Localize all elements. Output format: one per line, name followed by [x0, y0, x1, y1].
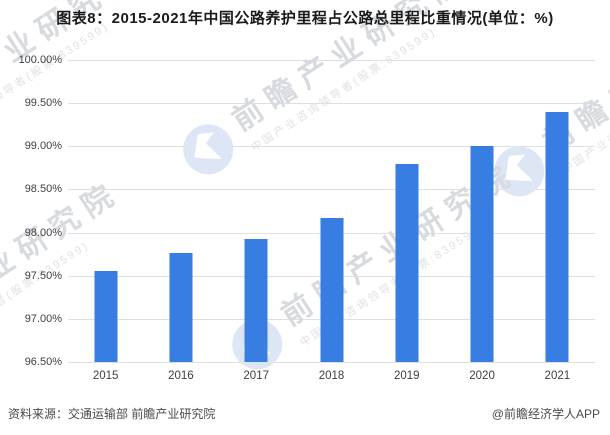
- bar-2021: [545, 111, 569, 362]
- chart-title: 图表8：2015-2021年中国公路养护里程占公路总里程比重情况(单位：%): [56, 10, 554, 27]
- y-tick-label: 99.00%: [24, 140, 62, 153]
- x-tick-label: 2019: [393, 370, 420, 382]
- bar-2015: [94, 270, 118, 362]
- x-tick-label: 2016: [168, 370, 194, 382]
- y-tick-label: 98.00%: [24, 226, 62, 239]
- x-tick-label: 2021: [544, 370, 571, 382]
- footer: 资料来源：交通运输部 前瞻产业研究院 @前瞻经济学人APP: [8, 405, 600, 422]
- bar-2017: [244, 238, 268, 362]
- x-tick-label: 2017: [243, 370, 269, 382]
- y-tick-label: 98.50%: [24, 183, 62, 196]
- gridline: [68, 146, 595, 148]
- y-tick-label: 97.50%: [24, 269, 62, 282]
- x-tick-label: 2020: [469, 370, 495, 382]
- bar-2018: [320, 217, 343, 362]
- gridline: [68, 103, 595, 105]
- gridline: [68, 60, 595, 61]
- plot-area: [68, 60, 595, 362]
- bar-2019: [395, 163, 419, 362]
- y-axis: 100.00% 99.50% 99.00% 98.50% 98.00% 97.50% 97.…: [0, 54, 62, 368]
- bar-2020: [470, 146, 494, 362]
- x-tick-label: 2015: [92, 370, 119, 382]
- y-tick-label: 100.00%: [18, 54, 62, 66]
- gridline: [68, 362, 595, 363]
- x-axis: 2015 2016 2017 2018 2019 2020 2021: [68, 370, 595, 386]
- credit-note: @前瞻经济学人APP: [491, 407, 600, 421]
- source-note: 资料来源：交通运输部 前瞻产业研究院: [8, 407, 216, 421]
- gridline: [68, 189, 595, 191]
- y-tick-label: 96.50%: [24, 356, 62, 368]
- y-tick-label: 99.50%: [24, 97, 62, 110]
- x-tick-label: 2018: [318, 370, 345, 382]
- y-tick-label: 97.00%: [24, 312, 62, 325]
- bar-2016: [169, 253, 193, 362]
